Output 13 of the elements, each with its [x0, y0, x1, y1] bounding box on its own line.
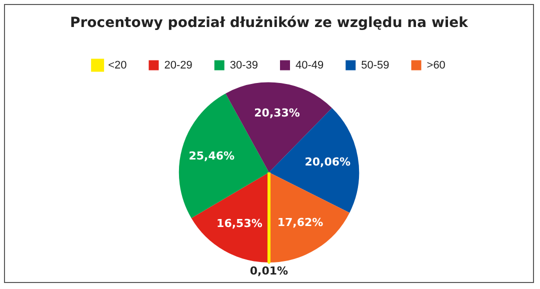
- legend-label: 40-49: [296, 59, 324, 72]
- legend-label: 50-59: [361, 59, 390, 72]
- data-label: 0,01%: [250, 264, 288, 278]
- data-label: 17,62%: [277, 216, 324, 229]
- legend-label: 20-29: [164, 59, 192, 72]
- legend-label: >60: [426, 59, 446, 72]
- data-label: 20,06%: [304, 155, 351, 168]
- chart-title: Procentowy podział dłużników ze względu na wiek: [70, 15, 469, 32]
- legend-label: 30-39: [230, 59, 258, 72]
- data-label: 16,53%: [216, 216, 262, 230]
- data-label: 25,46%: [188, 150, 235, 163]
- legend-label: <20: [108, 59, 127, 72]
- data-label: 20,33%: [254, 106, 300, 120]
